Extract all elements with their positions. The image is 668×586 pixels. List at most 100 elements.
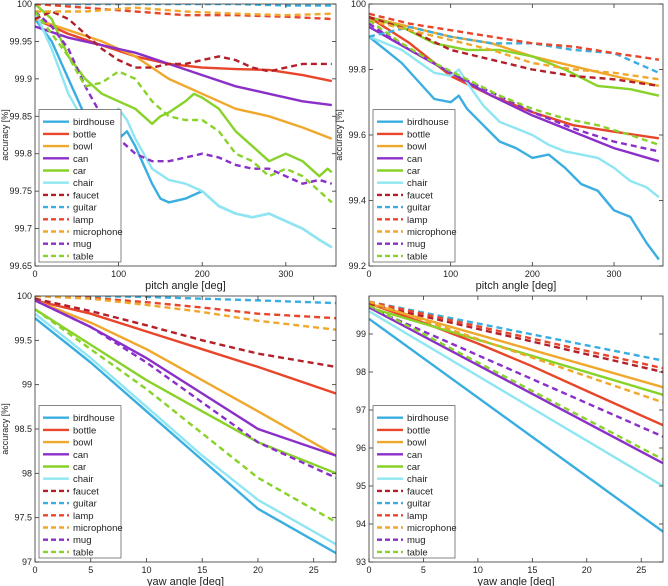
series-line-birdhouse — [369, 35, 660, 261]
y-tick-label: 99.95 — [9, 36, 32, 46]
x-tick-label: 100 — [443, 269, 458, 279]
series-line-bottle — [35, 299, 336, 395]
legend-label-bowl: bowl — [407, 438, 427, 449]
x-tick-label: 5 — [88, 565, 93, 575]
legend-label-lamp: lamp — [407, 511, 428, 522]
series-line-mug — [369, 306, 663, 438]
legend-label-guitar: guitar — [407, 499, 431, 510]
y-tick-label: 99.7 — [14, 224, 32, 234]
series-line-chair — [369, 35, 660, 199]
series-line-microphone — [369, 19, 660, 81]
legend-label-can: can — [407, 154, 422, 165]
legend-label-car: car — [407, 166, 420, 177]
legend-label-birdhouse: birdhouse — [73, 117, 115, 128]
x-tick-label: 300 — [606, 269, 621, 279]
x-tick-label: 0 — [366, 269, 371, 279]
series-line-faucet — [35, 10, 332, 73]
legend-label-table: table — [407, 251, 428, 262]
y-axis-label: accuracy [%] — [334, 109, 344, 161]
y-tick-label: 97.5 — [14, 513, 32, 523]
legend-label-guitar: guitar — [407, 203, 431, 214]
series-line-car — [35, 4, 333, 178]
y-tick-label: 99 — [356, 329, 366, 339]
y-tick-label: 100 — [17, 0, 32, 9]
x-tick-label: 200 — [195, 269, 210, 279]
y-tick-label: 99.65 — [9, 261, 32, 271]
y-axis-label: accuracy [%] — [0, 403, 10, 455]
legend-label-can: can — [73, 450, 88, 461]
series-line-lamp — [369, 300, 663, 370]
legend-label-faucet: faucet — [407, 486, 433, 497]
y-tick-label: 99.85 — [9, 111, 32, 121]
legend-label-mug: mug — [407, 535, 425, 546]
series-line-microphone — [35, 6, 332, 17]
x-tick-label: 200 — [525, 269, 540, 279]
legend-label-faucet: faucet — [73, 190, 99, 201]
legend-label-car: car — [73, 166, 86, 177]
y-tick-label: 100 — [17, 291, 32, 301]
legend-label-bowl: bowl — [407, 142, 427, 153]
y-tick-label: 99.6 — [348, 130, 366, 140]
x-tick-label: 20 — [582, 565, 592, 575]
legend-label-faucet: faucet — [407, 190, 433, 201]
legend-label-table: table — [73, 547, 94, 558]
y-tick-label: 99.2 — [348, 261, 366, 271]
legend-label-bottle: bottle — [73, 425, 96, 436]
chart-panel-1: 0 100 200 300 99.65 99.7 99.75 99.8 99.85 99.9 99.… — [0, 0, 337, 292]
legend-label-table: table — [73, 251, 94, 262]
y-tick-label: 95 — [356, 481, 366, 491]
y-tick-label: 94 — [356, 519, 366, 529]
legend-label-bottle: bottle — [407, 129, 430, 140]
series-line-birdhouse — [35, 317, 336, 555]
x-tick-label: 0 — [32, 269, 37, 279]
x-tick-label: 15 — [527, 565, 537, 575]
legend-label-chair: chair — [407, 474, 428, 485]
legend-label-guitar: guitar — [73, 499, 97, 510]
y-tick-label: 99.75 — [9, 186, 32, 196]
series-line-bowl — [35, 299, 336, 457]
legend-label-microphone: microphone — [73, 227, 123, 238]
series-line-faucet — [369, 15, 660, 88]
legend-label-guitar: guitar — [73, 203, 97, 214]
series-line-can — [369, 25, 660, 163]
series-line-table — [369, 304, 663, 461]
y-tick-label: 98.5 — [14, 424, 32, 434]
legend-label-car: car — [73, 462, 86, 473]
x-tick-label: 0 — [32, 565, 37, 575]
chart-panel-3: 0 5 10 15 20 25 97 97.5 98 98.5 99 99.5 100 yaw angle… — [0, 291, 337, 586]
series-line-bowl — [369, 15, 660, 88]
legend-label-bowl: bowl — [73, 438, 93, 449]
x-tick-label: 10 — [141, 565, 151, 575]
series-group — [369, 12, 660, 261]
series-group — [35, 296, 336, 555]
chart-panel-4: 0 5 10 15 20 25 93 94 95 96 97 98 99 yaw angle [deg] b… — [356, 295, 664, 586]
x-tick-label: 100 — [111, 269, 126, 279]
legend-label-mug: mug — [73, 239, 91, 250]
legend-label-mug: mug — [73, 535, 91, 546]
series-line-bottle — [35, 17, 333, 83]
y-tick-label: 99.4 — [348, 196, 366, 206]
legend-label-table: table — [407, 547, 428, 558]
series-line-faucet — [35, 297, 336, 369]
y-axis-label: accuracy [%] — [0, 109, 10, 161]
x-tick-label: 10 — [473, 565, 483, 575]
legend-label-chair: chair — [73, 474, 94, 485]
y-tick-label: 99.8 — [348, 65, 366, 75]
x-tick-label: 0 — [366, 565, 371, 575]
legend-label-chair: chair — [407, 178, 428, 189]
x-tick-label: 25 — [309, 565, 319, 575]
y-tick-label: 99 — [22, 380, 32, 390]
y-tick-label: 99.9 — [14, 74, 32, 84]
series-line-mug — [369, 22, 660, 153]
legend-label-lamp: lamp — [73, 511, 94, 522]
legend-label-bottle: bottle — [73, 129, 96, 140]
series-line-chair — [369, 310, 663, 488]
y-tick-label: 98 — [22, 468, 32, 478]
series-line-mug — [35, 299, 336, 479]
legend-label-faucet: faucet — [73, 486, 99, 497]
y-tick-label: 97 — [22, 557, 32, 567]
legend-label-microphone: microphone — [73, 523, 123, 534]
